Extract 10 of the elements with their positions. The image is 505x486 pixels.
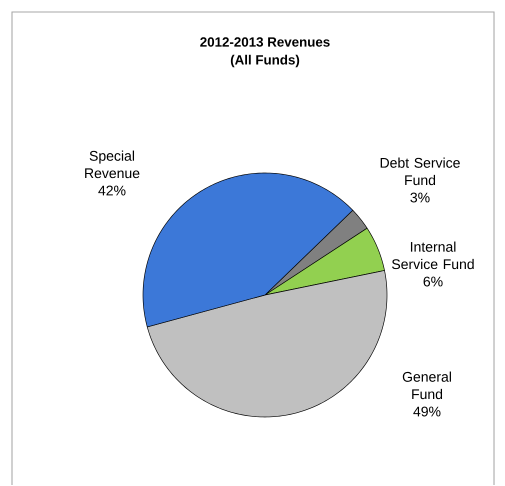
data-label: 3% — [410, 192, 430, 203]
slice-label: General Fund — [402, 372, 451, 400]
data-label: 49% — [413, 406, 441, 417]
slice-label: Internal Service Fund — [392, 242, 474, 270]
data-label: 42% — [98, 186, 126, 196]
chart-title: 2012-2013 Revenues — [200, 38, 330, 47]
chart-subtitle: (All Funds) — [230, 55, 300, 68]
slice-label: Debt Service Fund — [380, 158, 460, 186]
data-label: 6% — [424, 276, 443, 287]
slice-label: Special Revenue — [85, 150, 140, 178]
